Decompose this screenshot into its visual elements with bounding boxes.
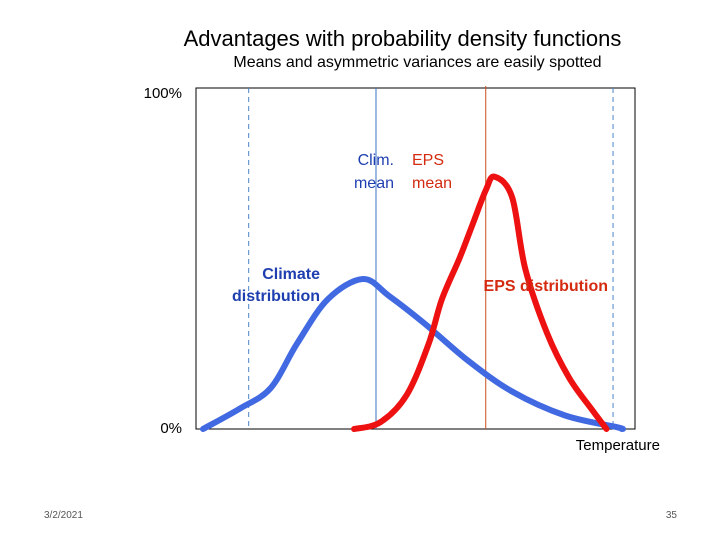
climate-distribution-label-line2: distribution: [232, 288, 320, 305]
series-line-eps: [351, 173, 610, 432]
slide-subtitle: Means and asymmetric variances are easil…: [233, 54, 602, 71]
footer-date: 3/2/2021: [44, 510, 83, 521]
plot-frame: [195, 87, 636, 430]
eps-distribution-label: EPS distribution: [484, 278, 608, 295]
page-number: 35: [665, 510, 677, 521]
mean-and-range-lines: [248, 86, 614, 429]
clim-mean-label-line1: Clim.: [358, 152, 394, 169]
eps-mean-label-line2: mean: [412, 175, 452, 192]
clim-mean-label-line2: mean: [354, 175, 394, 192]
y-tick-label-bottom: 0%: [160, 420, 182, 437]
eps-mean-label-line1: EPS: [412, 152, 444, 169]
series-layer: [200, 173, 626, 432]
slide-title: Advantages with probability density func…: [183, 26, 622, 51]
y-tick-label-top: 100%: [144, 85, 182, 102]
climate-distribution-label-line1: Climate: [262, 266, 320, 283]
series-line-climate: [200, 275, 626, 432]
x-axis-label: Temperature: [576, 437, 660, 454]
